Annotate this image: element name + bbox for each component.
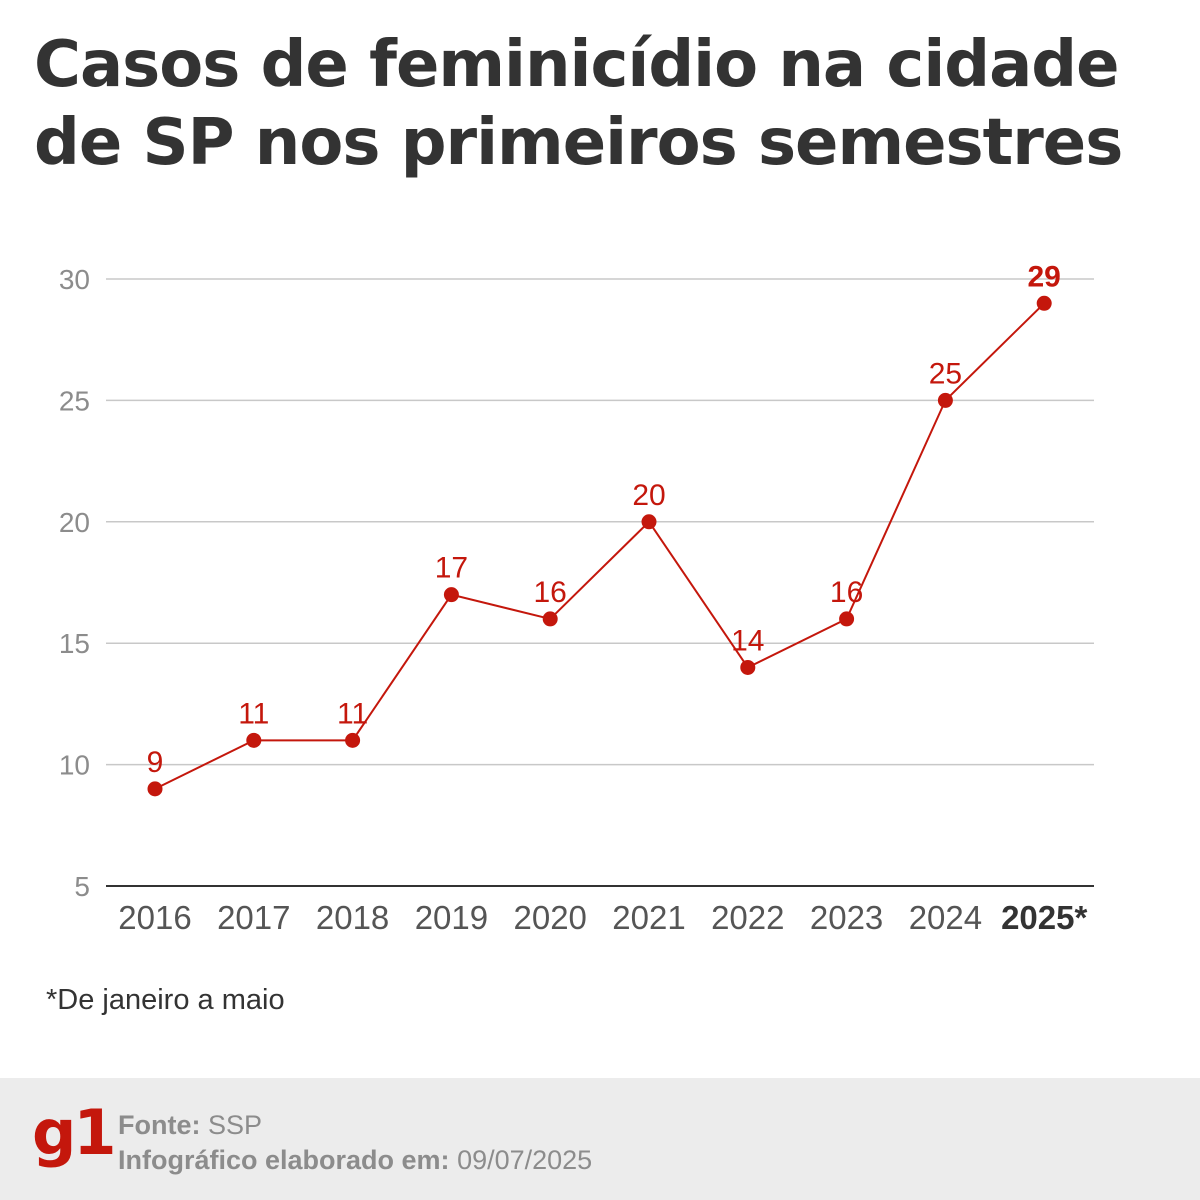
data-label: 9 — [147, 746, 164, 779]
data-points — [147, 295, 1052, 797]
date-line: Infográfico elaborado em: 09/07/2025 — [118, 1145, 592, 1176]
date-label: Infográfico elaborado em: — [118, 1145, 450, 1175]
x-tick-label: 2018 — [316, 899, 389, 936]
data-point — [147, 781, 163, 797]
data-point — [1036, 295, 1052, 311]
date-value: 09/07/2025 — [457, 1145, 593, 1175]
series-line-path — [154, 302, 1045, 790]
data-label: 11 — [337, 697, 368, 730]
data-label: 14 — [731, 624, 764, 657]
x-tick-label: 2021 — [612, 899, 685, 936]
x-tick-label: 2017 — [217, 899, 290, 936]
data-label: 25 — [929, 357, 962, 390]
y-tick-label: 20 — [59, 507, 90, 538]
x-tick-label: 2016 — [118, 899, 191, 936]
data-point — [345, 732, 361, 748]
x-tick-label: 2024 — [909, 899, 982, 936]
series-line — [154, 302, 1045, 790]
data-point — [443, 587, 459, 603]
data-labels: 9 11 11 17 16 20 14 16 25 29 — [147, 260, 1061, 779]
x-tick-label: 2019 — [415, 899, 488, 936]
source-line: Fonte: SSP — [118, 1110, 262, 1141]
data-point — [839, 611, 855, 627]
y-tick-label: 15 — [59, 628, 90, 659]
data-point — [246, 732, 262, 748]
data-point — [740, 659, 756, 675]
data-label: 11 — [238, 697, 269, 730]
data-label: 20 — [632, 479, 665, 512]
y-axis-ticks: 5 10 15 20 25 30 — [59, 264, 90, 902]
x-tick-label: 2023 — [810, 899, 883, 936]
y-tick-label: 30 — [59, 264, 90, 295]
x-axis-ticks: 2016 2017 2018 2019 2020 2021 2022 2023 2024 2025… — [118, 899, 1087, 936]
data-label: 17 — [435, 552, 468, 585]
g1-logo: g1 — [32, 1096, 117, 1169]
data-label: 16 — [534, 576, 567, 609]
grid-lines — [106, 278, 1094, 887]
source-value: SSP — [208, 1110, 263, 1140]
data-label: 29 — [1028, 260, 1061, 293]
y-tick-label: 25 — [59, 385, 90, 416]
x-tick-label: 2022 — [711, 899, 784, 936]
data-point — [937, 392, 953, 408]
footnote: *De janeiro a maio — [46, 984, 285, 1016]
source-label: Fonte: — [118, 1110, 201, 1140]
data-point — [641, 514, 657, 530]
x-tick-label: 2025* — [1001, 899, 1087, 936]
y-tick-label: 10 — [59, 750, 90, 781]
data-point — [542, 611, 558, 627]
chart-title: Casos de feminicídio na cidade de SP nos… — [34, 28, 1123, 180]
x-tick-label: 2020 — [513, 899, 586, 936]
footer-bar — [0, 1078, 1200, 1200]
data-label: 16 — [830, 576, 863, 609]
y-tick-label: 5 — [74, 871, 90, 902]
